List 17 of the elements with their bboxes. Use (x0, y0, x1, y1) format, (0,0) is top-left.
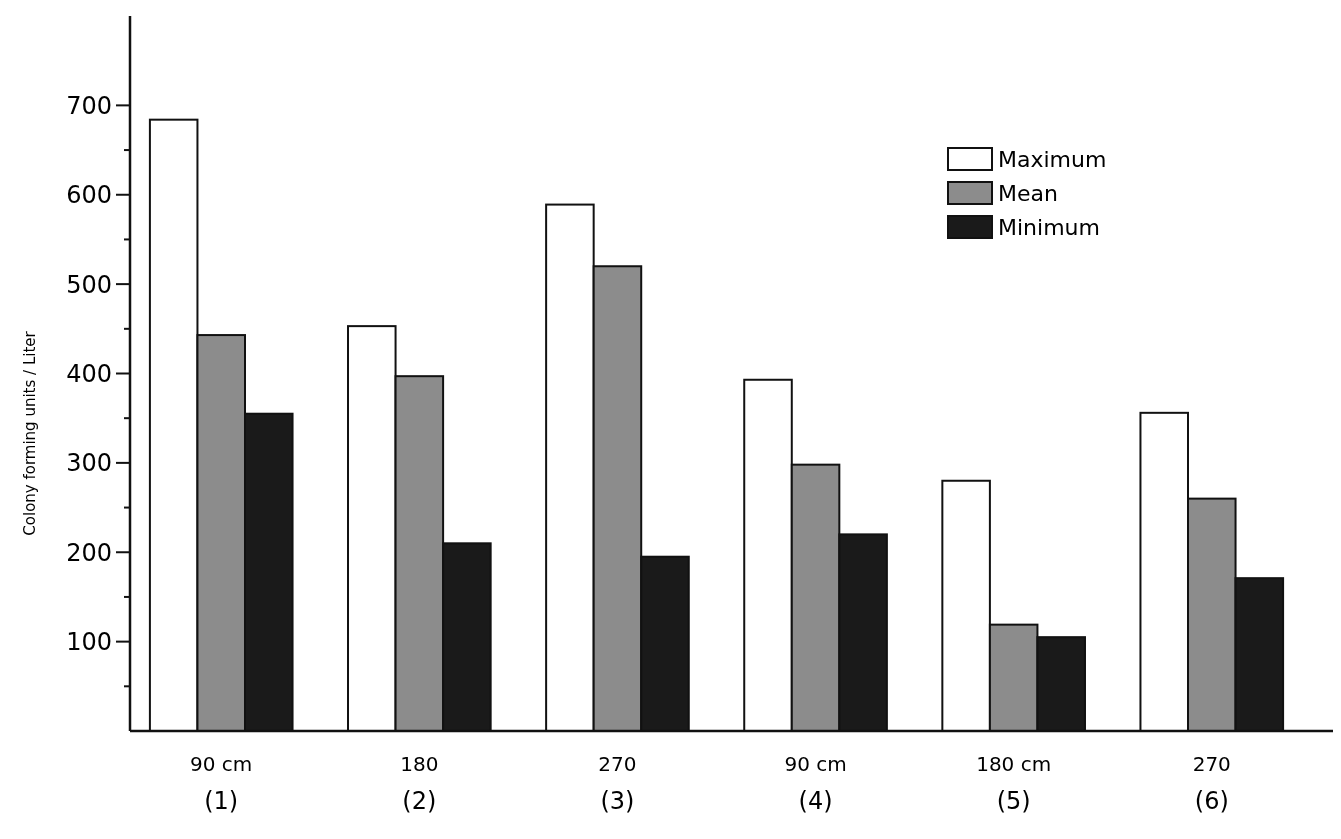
x-tick-label: 270 (6) (1192, 752, 1231, 815)
legend-label: Minimum (998, 214, 1100, 240)
y-tick-label: 300 (66, 449, 112, 478)
x-tick-label: 180 (2) (400, 752, 439, 815)
y-tick-label: 100 (66, 628, 112, 657)
y-tick-label: 700 (66, 91, 112, 120)
x-tick-label: 90 cm (4) (784, 752, 847, 815)
y-axis-title: Colony forming units / Liter (21, 330, 39, 536)
x-tick-label: 90 cm (1) (190, 752, 253, 815)
y-tick-label: 500 (66, 270, 112, 299)
y-tick-label: 400 (66, 359, 112, 388)
legend-label: Maximum (998, 146, 1107, 172)
y-tick-label: 200 (66, 538, 112, 567)
legend-label: Mean (998, 180, 1058, 206)
x-tick-label: 180 cm (5) (976, 752, 1052, 815)
y-tick-label: 600 (66, 181, 112, 210)
x-tick-label: 270 (3) (598, 752, 637, 815)
